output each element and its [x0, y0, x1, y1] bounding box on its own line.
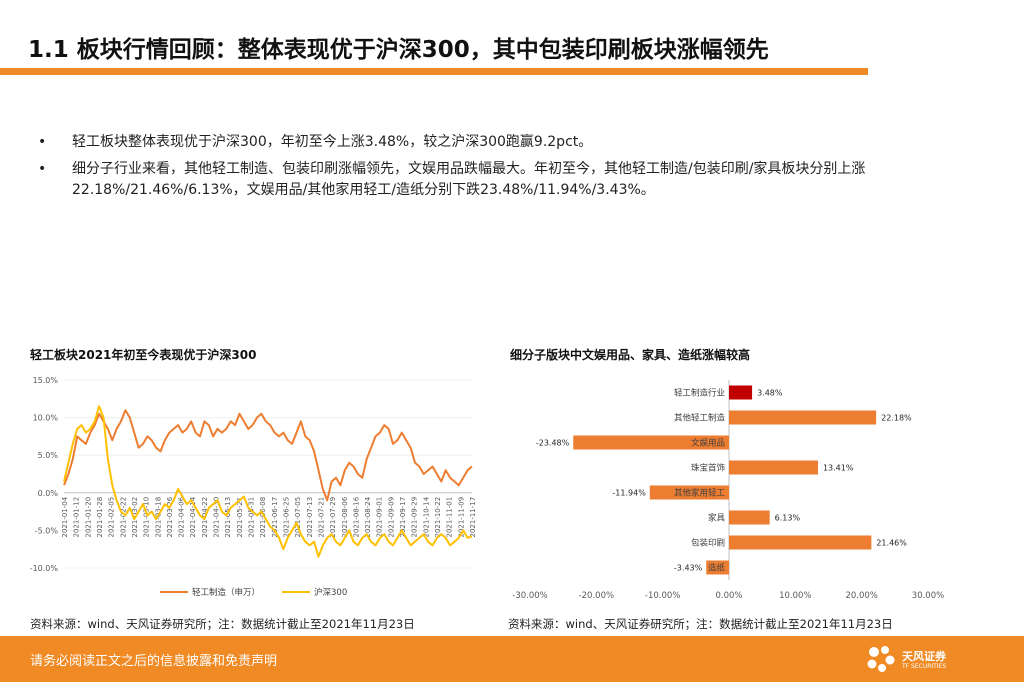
company-logo: 天风证券 TF SECURITIES	[864, 643, 946, 675]
x-tick-label: 2021-09-29	[411, 497, 419, 538]
value-label: -23.48%	[536, 439, 570, 448]
x-tick-label: 2021-02-05	[108, 497, 116, 538]
x-tick-label: -30.00%	[512, 591, 547, 601]
left-chart-title: 轻工板块2021年初至今表现优于沪深300	[30, 348, 257, 362]
value-label: 3.48%	[757, 389, 783, 398]
value-label: 22.18%	[881, 414, 912, 423]
x-tick-label: 2021-05-13	[224, 497, 232, 538]
category-label: 珠宝首饰	[691, 463, 726, 474]
x-tick-label: 2021-06-08	[259, 497, 267, 538]
bar	[729, 385, 753, 400]
x-tick-label: 2021-01-20	[84, 497, 92, 538]
x-tick-label: 2021-05-21	[236, 497, 244, 538]
bullet-text: 细分子行业来看，其他轻工制造、包装印刷涨幅领先，文娱用品跌幅最大。年初至今，其他…	[72, 161, 866, 198]
bar	[706, 560, 729, 575]
x-tick-label: 2021-11-17	[469, 497, 477, 538]
left-chart-source: 资料来源：wind、天风证券研究所；注：数据统计截止至2021年11月23日	[30, 617, 415, 631]
x-tick-label: 2021-03-10	[143, 497, 151, 538]
x-tick-label: 2021-11-01	[446, 497, 454, 538]
y-tick-label: 15.0%	[33, 376, 59, 385]
line-chart: 15.0% 10.0% 5.0% 0.0% -5.0% -10.0% 2021-01-04 2…	[30, 376, 477, 598]
y-tick-label: -10.0%	[30, 564, 59, 573]
category-label: 家具	[708, 513, 726, 524]
title-underline	[0, 68, 868, 75]
x-tick-label: 2021-01-04	[61, 496, 69, 537]
bar-chart: 轻工制造行业 3.48% 其他轻工制造 22.18% 文娱用品 -23.48% 珠宝首饰 13…	[512, 380, 944, 601]
legend-label: 沪深300	[314, 587, 347, 598]
footer-bar: 请务必阅读正文之后的信息披露和免责声明 天风证券 TF SECURITIES	[0, 636, 1024, 682]
x-tick-label: 2021-05-31	[248, 497, 256, 538]
value-label: -3.43%	[674, 564, 703, 573]
x-tick-label: 2021-07-13	[306, 497, 314, 538]
category-label: 其他轻工制造	[674, 413, 726, 424]
x-tick-label: 2021-10-14	[422, 496, 430, 537]
x-tick-label: 10.00%	[779, 591, 811, 601]
x-tick-label: 2021-09-17	[399, 497, 407, 538]
x-tick-label: 2021-08-06	[341, 496, 349, 537]
bar	[729, 460, 818, 475]
x-tick-label: 2021-04-06	[178, 496, 186, 537]
bar	[573, 435, 729, 450]
value-label: 13.41%	[823, 464, 854, 473]
y-tick-label: 10.0%	[33, 414, 59, 423]
x-tick-label: 2021-01-28	[96, 497, 104, 538]
category-label: 包装印刷	[691, 538, 725, 549]
category-label: 造纸	[708, 563, 726, 574]
logo-name: 天风证券	[902, 650, 946, 663]
y-tick-label: 5.0%	[38, 451, 59, 460]
x-tick-label: -10.00%	[645, 591, 680, 601]
bullet-list: • 轻工板块整体表现优于沪深300，年初至今上涨3.48%，较之沪深300跑赢9…	[38, 132, 968, 207]
disclaimer-link[interactable]: 请务必阅读正文之后的信息披露和免责声明	[30, 654, 278, 669]
flower-logo-icon	[867, 646, 895, 672]
legend-label: 轻工制造（申万）	[192, 587, 260, 598]
x-tick-label: 20.00%	[845, 591, 877, 601]
x-tick-label: 2021-04-30	[213, 497, 221, 538]
bar	[729, 535, 872, 550]
value-label: 6.13%	[775, 514, 801, 523]
x-tick-label: 2021-04-14	[189, 496, 197, 537]
category-label: 文娱用品	[691, 438, 725, 449]
bullet-dot-icon: •	[38, 134, 47, 150]
y-tick-label: -5.0%	[35, 526, 59, 535]
x-tick-label: 2021-06-17	[271, 497, 279, 538]
y-tick-label: 0.0%	[38, 489, 59, 498]
x-tick-label: 30.00%	[912, 591, 944, 601]
page-title: 1.1 板块行情回顾：整体表现优于沪深300，其中包装印刷板块涨幅领先	[28, 37, 769, 63]
value-label: 21.46%	[876, 539, 907, 548]
category-label: 其他家用轻工	[674, 488, 726, 499]
bullet-text: 轻工板块整体表现优于沪深300，年初至今上涨3.48%，较之沪深300跑赢9.2…	[72, 134, 593, 150]
x-tick-label: 2021-09-01	[376, 497, 384, 538]
value-label: -11.94%	[612, 489, 646, 498]
x-tick-label: 2021-10-22	[434, 497, 442, 538]
right-chart-title: 细分子版块中文娱用品、家具、造纸涨幅较高	[510, 348, 751, 362]
x-tick-label: 2021-07-29	[329, 497, 337, 538]
logo-subtitle: TF SECURITIES	[902, 663, 947, 670]
x-tick-label: 2021-07-05	[294, 497, 302, 538]
category-label: 轻工制造行业	[674, 388, 725, 399]
bullet-item: • 轻工板块整体表现优于沪深300，年初至今上涨3.48%，较之沪深300跑赢9…	[38, 132, 968, 153]
bullet-dot-icon: •	[38, 161, 47, 177]
series-line-light-industry	[63, 409, 473, 502]
x-tick-label: 2021-09-09	[387, 497, 395, 538]
series-line-csi300	[63, 405, 473, 558]
bar	[649, 485, 729, 500]
right-chart-source: 资料来源：wind、天风证券研究所；注：数据统计截止至2021年11月23日	[508, 617, 893, 631]
x-tick-label: 2021-11-09	[457, 497, 465, 538]
x-tick-label: 2021-01-12	[73, 497, 81, 538]
bar	[729, 510, 770, 525]
x-tick-label: 2021-06-25	[282, 497, 290, 538]
x-tick-label: 2021-08-24	[364, 496, 372, 537]
bullet-item: • 细分子行业来看，其他轻工制造、包装印刷涨幅领先，文娱用品跌幅最大。年初至今，…	[38, 159, 968, 201]
bar	[729, 410, 877, 425]
x-tick-label: -20.00%	[579, 591, 614, 601]
x-tick-label: 2021-07-21	[317, 497, 325, 538]
x-tick-label: 2021-02-22	[119, 497, 127, 538]
x-tick-label: 2021-03-26	[166, 496, 174, 537]
x-tick-label: 0.00%	[715, 591, 742, 601]
x-tick-label: 2021-08-16	[352, 496, 360, 537]
